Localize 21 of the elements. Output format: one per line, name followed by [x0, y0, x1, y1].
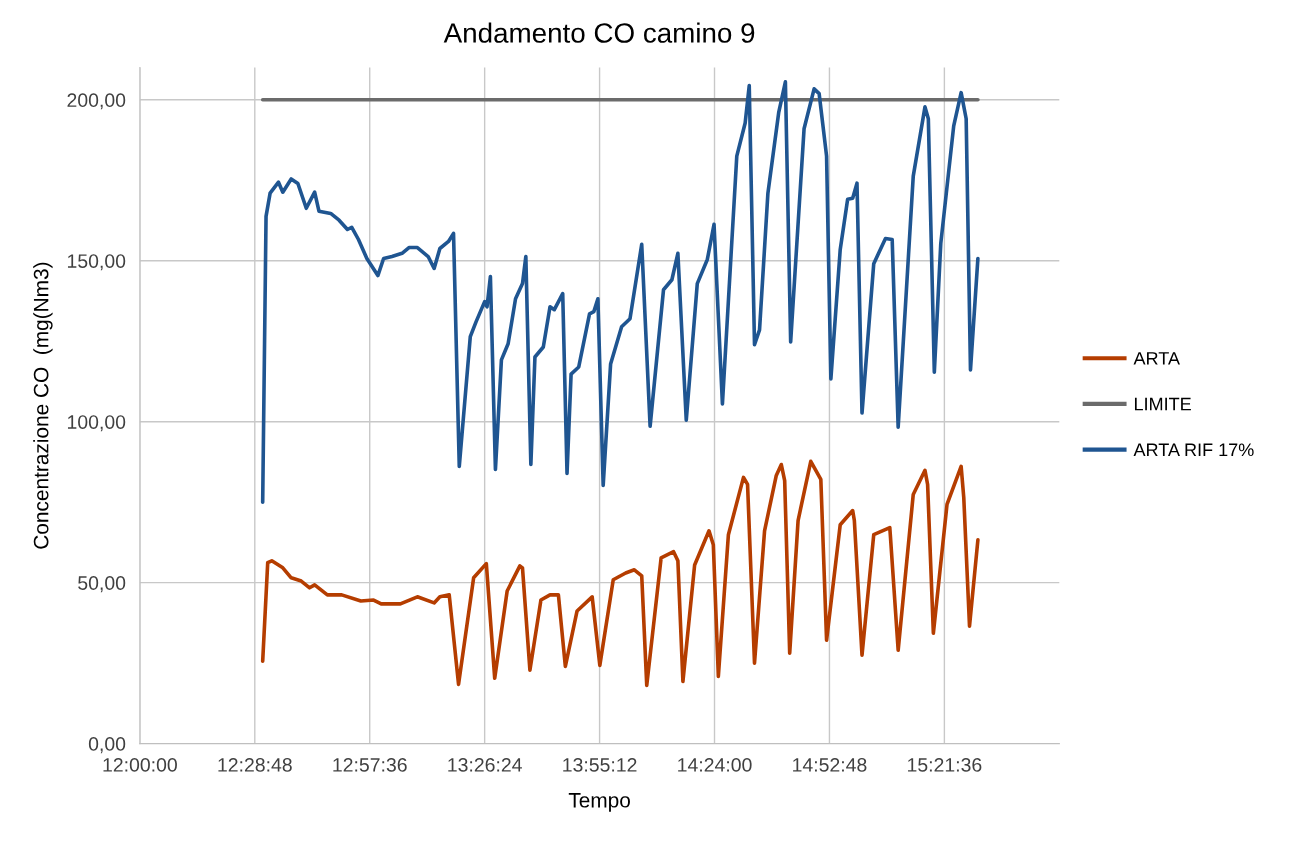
- y-tick-label: 50,00: [78, 576, 126, 593]
- x-tick-label: 15:21:36: [908, 758, 982, 772]
- y-tick-label: 0,00: [88, 737, 126, 754]
- legend-label: ARTA RIF 17%: [1133, 443, 1254, 457]
- y-tick-label: 200,00: [67, 93, 126, 110]
- legend-label: ARTA: [1133, 352, 1180, 365]
- line-series: [260, 459, 980, 688]
- y-tick-label: 100,00: [67, 415, 126, 432]
- chart-title: Andamento CO camino 9: [443, 22, 755, 43]
- legend-label: LIMITE: [1134, 397, 1191, 411]
- y-axis-title: Concentrazione CO (mg(Nm3): [33, 262, 53, 549]
- x-tick-label: 14:52:48: [793, 758, 867, 772]
- x-tick-label: 13:55:12: [563, 758, 637, 772]
- x-axis-title: Tempo: [568, 793, 630, 812]
- x-tick-label: 14:24:00: [678, 758, 752, 772]
- x-tick-label: 12:28:48: [218, 758, 292, 772]
- x-tick-label: 13:26:24: [448, 758, 522, 772]
- y-tick-label: 150,00: [67, 254, 126, 271]
- line-series: [260, 79, 980, 504]
- x-tick-label: 12:00:00: [103, 758, 177, 772]
- x-tick-label: 12:57:36: [333, 758, 407, 772]
